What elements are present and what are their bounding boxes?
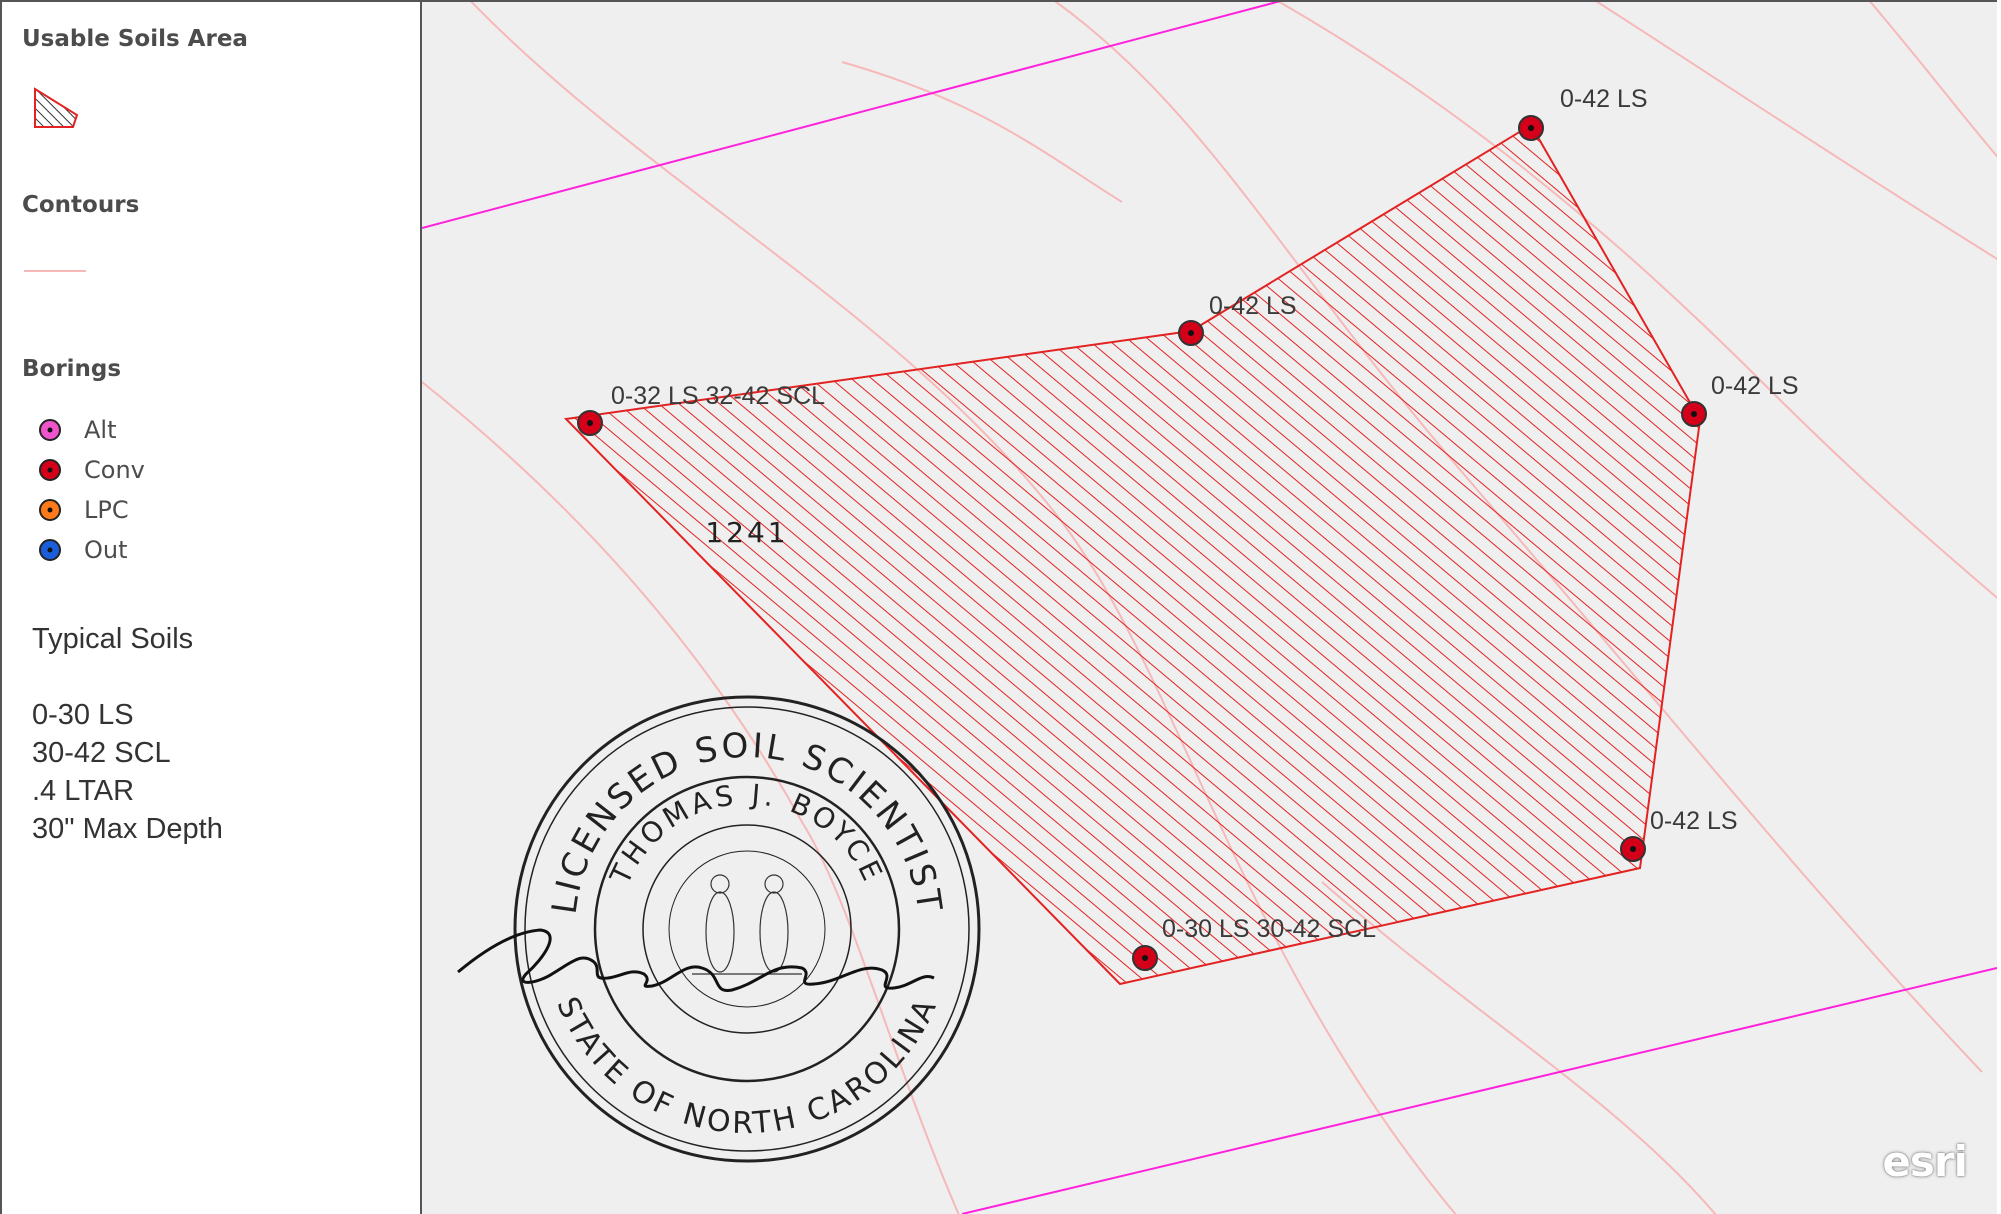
parcel-lines xyxy=(422,2,1997,1214)
boring-point[interactable] xyxy=(1178,320,1204,346)
notes-line: .4 LTAR xyxy=(32,775,135,807)
boring-point[interactable] xyxy=(1681,401,1707,427)
boring-label: 0-42 LS xyxy=(1650,807,1738,835)
contour-line xyxy=(841,61,1123,203)
parcel-line xyxy=(961,967,1997,1214)
map-view[interactable]: 0-42 LS 0-42 LS 0-32 LS 32-42 SCL 0-42 L… xyxy=(422,2,1997,1214)
boring-legend-item-conv: Conv xyxy=(38,450,145,490)
boring-label: 0-30 LS 30-42 SCL xyxy=(1162,915,1376,943)
legend-title-borings: Borings xyxy=(22,356,122,382)
boring-legend-item-alt: Alt xyxy=(38,410,145,450)
boring-point-icon xyxy=(39,419,61,441)
boring-label: 0-42 LS xyxy=(1560,85,1648,113)
legend-title-usable-soils: Usable Soils Area xyxy=(22,26,248,52)
contour-line xyxy=(1277,2,1997,600)
contour-line-icon xyxy=(24,270,86,272)
hatched-polygon-icon xyxy=(34,87,79,128)
boring-point[interactable] xyxy=(577,410,603,436)
boring-point-icon xyxy=(39,459,61,481)
usable-soils-area-polygon[interactable] xyxy=(563,123,1702,986)
boring-point[interactable] xyxy=(1132,945,1158,971)
boring-point[interactable] xyxy=(1518,115,1544,141)
boring-label: 0-42 LS xyxy=(1711,372,1799,400)
notes-line: 30" Max Depth xyxy=(32,813,223,845)
boring-legend-label: Alt xyxy=(84,416,117,444)
boring-legend-item-out: Out xyxy=(38,530,145,570)
esri-logo: esri xyxy=(1882,1137,1968,1186)
boring-legend-label: LPC xyxy=(84,496,129,524)
boring-point[interactable] xyxy=(1620,836,1646,862)
boring-legend-item-lpc: LPC xyxy=(38,490,145,530)
boring-point-icon xyxy=(39,499,61,521)
notes-line: 30-42 SCL xyxy=(32,737,171,769)
boring-label: 0-42 LS xyxy=(1209,292,1297,320)
boring-labels: 0-42 LS 0-42 LS 0-32 LS 32-42 SCL 0-42 L… xyxy=(611,85,1799,943)
contour-line xyxy=(1595,2,1997,261)
notes-title: Typical Soils xyxy=(32,623,194,655)
signature-mark xyxy=(457,928,935,992)
boring-legend-label: Out xyxy=(84,536,128,564)
boring-points xyxy=(577,115,1707,971)
boring-legend-list: Alt Conv LPC Out xyxy=(38,410,145,570)
contour-line xyxy=(422,381,960,1214)
seal-state-text: STATE OF NORTH CAROLINA xyxy=(549,992,944,1141)
boring-legend-label: Conv xyxy=(84,456,145,484)
contour-line xyxy=(1321,881,1717,1214)
state-seal-figures-icon xyxy=(692,874,802,975)
boring-point-icon xyxy=(39,539,61,561)
contour-line xyxy=(1869,2,1997,158)
legend-title-contours: Contours xyxy=(22,192,140,218)
typical-soils-notes: Typical Soils 0-30 LS 30-42 SCL .4 LTAR … xyxy=(32,620,223,848)
legend-panel: Usable Soils Area Contours Borings Alt C… xyxy=(2,2,422,1214)
parcel-line xyxy=(422,2,1281,229)
boring-label: 0-32 LS 32-42 SCL xyxy=(611,382,825,410)
seal-number: 1241 xyxy=(705,516,788,549)
map-canvas[interactable]: 0-42 LS 0-42 LS 0-32 LS 32-42 SCL 0-42 L… xyxy=(422,2,1997,1214)
seal-outer-text: LICENSED SOIL SCIENTIST xyxy=(545,725,950,916)
notes-line: 0-30 LS xyxy=(32,699,134,731)
